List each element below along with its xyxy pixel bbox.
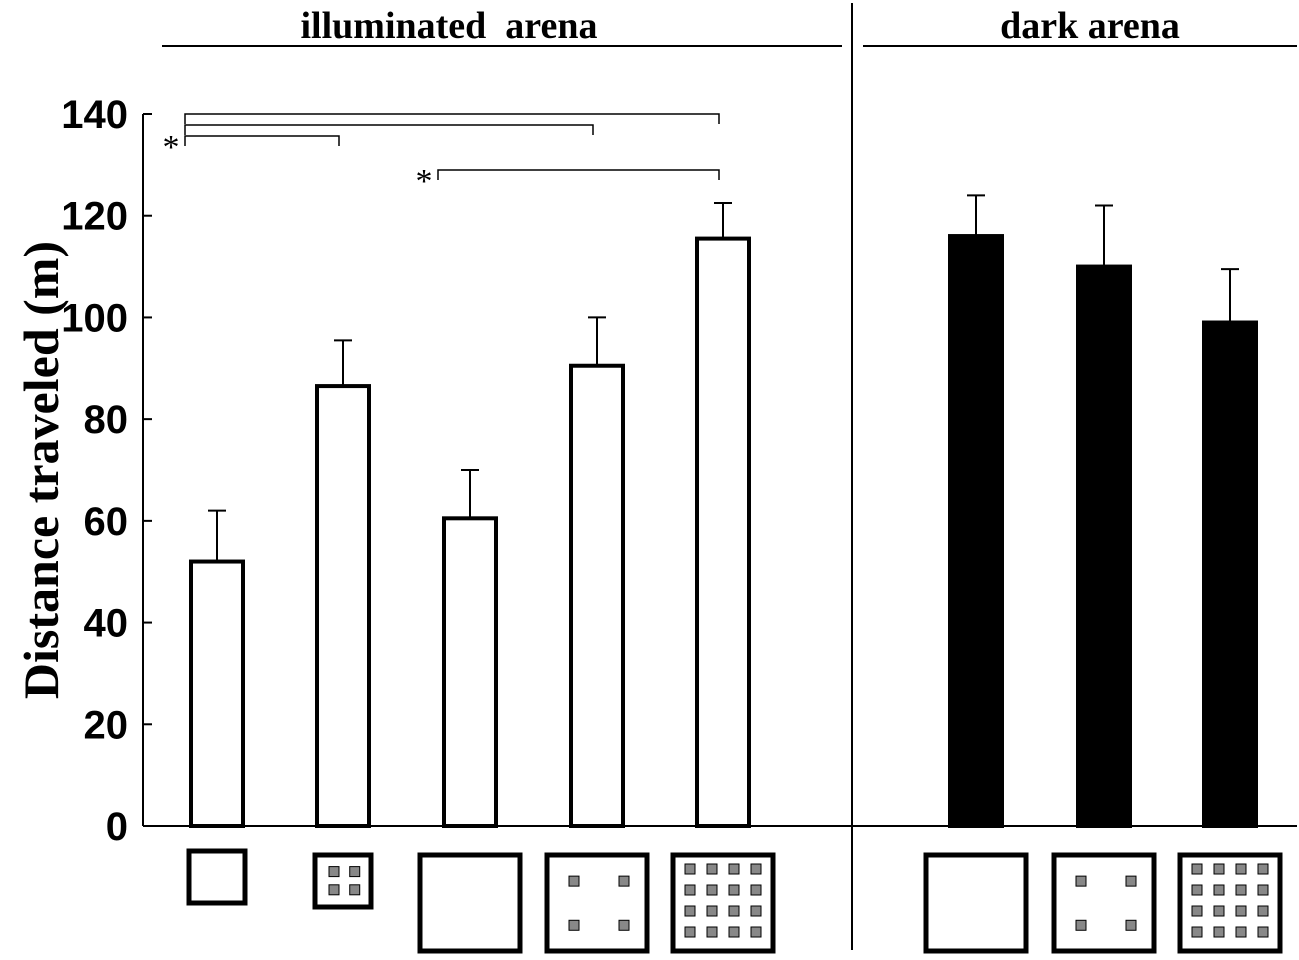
arena-object (1213, 884, 1225, 896)
arena-object (750, 926, 762, 938)
arena-object (568, 875, 580, 887)
bar (1202, 320, 1258, 828)
arena-object (706, 905, 718, 917)
arena-object (728, 863, 740, 875)
significance-bracket (184, 113, 720, 124)
arena-object (1213, 926, 1225, 938)
y-tick-label: 40 (84, 602, 129, 646)
significance-bracket (184, 135, 340, 146)
arena-object (1235, 905, 1247, 917)
arena-icon-large-4-objects (544, 852, 650, 954)
arena-object (568, 919, 580, 931)
arena-object (728, 905, 740, 917)
arena-object (1075, 919, 1087, 931)
significance-star: * (163, 129, 180, 166)
arena-object (328, 884, 340, 896)
arena-object (706, 863, 718, 875)
panel-title-dark: dark arena (1000, 5, 1180, 47)
arena-object (1235, 926, 1247, 938)
arena-object (1235, 884, 1247, 896)
arena-object (1257, 926, 1269, 938)
bar (948, 234, 1004, 829)
panel-title-illuminated: illuminated arena (301, 5, 598, 47)
significance-bracket (437, 169, 720, 180)
arena-object (1257, 884, 1269, 896)
bar (569, 363, 625, 828)
arena-object (349, 884, 361, 896)
y-tick-label: 140 (61, 93, 128, 137)
arena-object (750, 905, 762, 917)
arena-object (1075, 875, 1087, 887)
arena-object (706, 884, 718, 896)
y-tick-label: 120 (61, 195, 128, 239)
arena-object (684, 905, 696, 917)
arena-object (706, 926, 718, 938)
arena-object (1125, 919, 1137, 931)
bar (189, 559, 245, 828)
arena-object (1125, 875, 1137, 887)
y-tick-label: 0 (106, 805, 128, 849)
y-axis-label: Distance traveled (m) (13, 241, 69, 699)
arena-object (1191, 905, 1203, 917)
y-tick-label: 80 (84, 398, 129, 442)
arena-object (618, 875, 630, 887)
y-tick-label: 100 (61, 296, 128, 340)
arena-object (1191, 884, 1203, 896)
arena-icon-large-empty (923, 852, 1029, 954)
significance-star: * (416, 163, 433, 200)
arena-object (1257, 863, 1269, 875)
arena-object (1257, 905, 1269, 917)
bar (695, 236, 751, 829)
bar (442, 516, 498, 828)
arena-object (1191, 863, 1203, 875)
arena-object (1235, 863, 1247, 875)
bar (1076, 264, 1132, 829)
arena-object (618, 919, 630, 931)
arena-icon-small-empty (186, 848, 248, 906)
arena-object (349, 866, 361, 878)
significance-bracket (184, 124, 594, 135)
arena-icon-large-4-objects (1051, 852, 1157, 954)
arena-object (750, 884, 762, 896)
arena-object (684, 926, 696, 938)
arena-object (1213, 905, 1225, 917)
arena-object (684, 884, 696, 896)
arena-object (1213, 863, 1225, 875)
arena-icon-large-empty (417, 852, 523, 954)
arena-object (750, 863, 762, 875)
arena-object (728, 884, 740, 896)
arena-object (728, 926, 740, 938)
y-tick-label: 60 (84, 500, 129, 544)
arena-icon-small-4-objects (312, 852, 374, 910)
bar (315, 384, 371, 828)
arena-object (328, 866, 340, 878)
arena-object (684, 863, 696, 875)
arena-object (1191, 926, 1203, 938)
y-tick-label: 20 (84, 703, 129, 747)
